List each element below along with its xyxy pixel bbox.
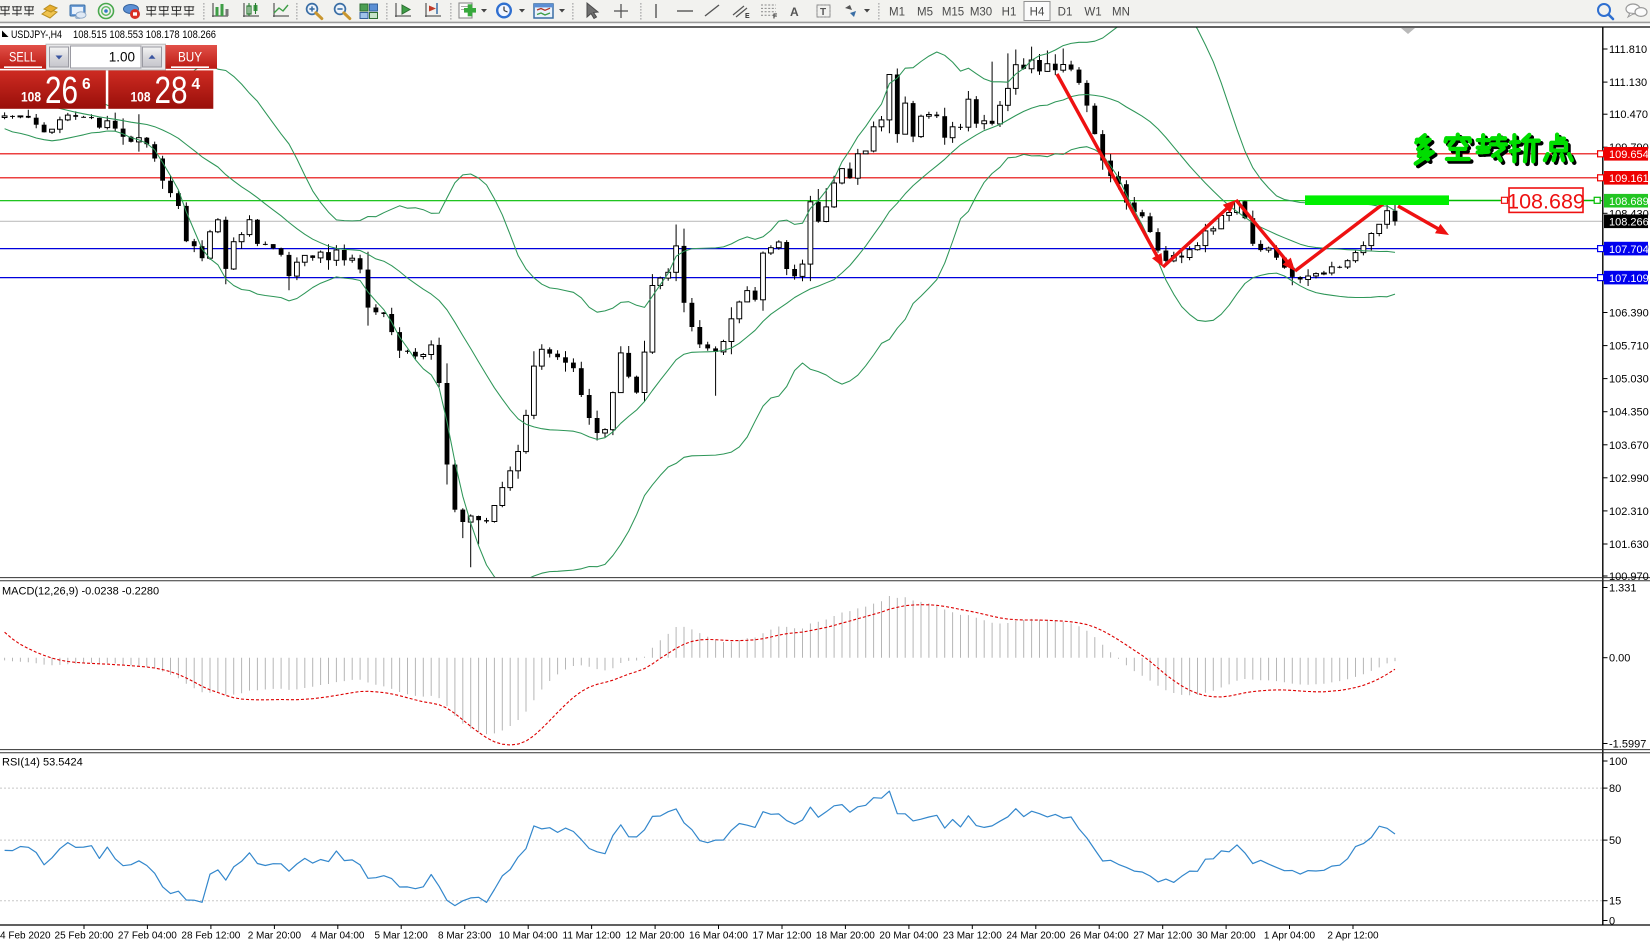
svg-text:27 Feb 04:00: 27 Feb 04:00 xyxy=(118,931,177,942)
svg-text:4 Mar 04:00: 4 Mar 04:00 xyxy=(311,931,365,942)
svg-text:M1: M1 xyxy=(889,6,905,18)
svg-text:M5: M5 xyxy=(917,6,933,18)
svg-text:1 Apr 04:00: 1 Apr 04:00 xyxy=(1264,931,1316,942)
svg-text:106.390: 106.390 xyxy=(1609,308,1649,320)
svg-text:E: E xyxy=(745,13,750,20)
svg-text:2 Mar 20:00: 2 Mar 20:00 xyxy=(248,931,302,942)
svg-text:23 Mar 12:00: 23 Mar 12:00 xyxy=(943,931,1002,942)
svg-text:H1: H1 xyxy=(1002,6,1017,18)
svg-text:103.670: 103.670 xyxy=(1609,440,1649,452)
svg-text:F: F xyxy=(773,14,778,21)
svg-text:RSI(14) 53.5424: RSI(14) 53.5424 xyxy=(2,757,83,769)
svg-text:SELL: SELL xyxy=(9,49,36,65)
svg-text:108.266: 108.266 xyxy=(1609,217,1649,229)
svg-text:MACD(12,26,9) -0.0238 -0.2280: MACD(12,26,9) -0.0238 -0.2280 xyxy=(2,586,159,598)
svg-text:105.710: 105.710 xyxy=(1609,341,1649,353)
svg-text:15: 15 xyxy=(1609,896,1621,908)
svg-text:4 Feb 2020: 4 Feb 2020 xyxy=(0,931,51,942)
svg-text:8 Mar 23:00: 8 Mar 23:00 xyxy=(438,931,492,942)
svg-text:108.689: 108.689 xyxy=(1507,189,1585,213)
svg-text:50: 50 xyxy=(1609,835,1621,847)
svg-text:6: 6 xyxy=(82,76,91,93)
svg-text:17 Mar 12:00: 17 Mar 12:00 xyxy=(753,931,812,942)
svg-text:102.990: 102.990 xyxy=(1609,473,1649,485)
svg-text:28 Feb 12:00: 28 Feb 12:00 xyxy=(181,931,240,942)
svg-text:101.630: 101.630 xyxy=(1609,539,1649,551)
svg-text:111.810: 111.810 xyxy=(1609,44,1647,56)
svg-text:H4: H4 xyxy=(1030,6,1045,18)
svg-text:26: 26 xyxy=(45,70,78,112)
svg-text:111.130: 111.130 xyxy=(1609,77,1647,89)
svg-text:108.689: 108.689 xyxy=(1609,196,1649,208)
svg-text:24 Mar 20:00: 24 Mar 20:00 xyxy=(1006,931,1065,942)
svg-text:T: T xyxy=(820,7,826,18)
svg-text:18 Mar 20:00: 18 Mar 20:00 xyxy=(816,931,875,942)
svg-text:100.970: 100.970 xyxy=(1609,571,1649,583)
svg-text:W1: W1 xyxy=(1084,6,1101,18)
svg-text:1.00: 1.00 xyxy=(109,49,135,64)
svg-text:30 Mar 20:00: 30 Mar 20:00 xyxy=(1197,931,1256,942)
svg-text:26 Mar 04:00: 26 Mar 04:00 xyxy=(1070,931,1129,942)
svg-text:USDJPY-,H4: USDJPY-,H4 xyxy=(11,29,62,41)
svg-text:M30: M30 xyxy=(970,6,992,18)
svg-text:27 Mar 12:00: 27 Mar 12:00 xyxy=(1133,931,1192,942)
svg-text:102.310: 102.310 xyxy=(1609,506,1649,518)
svg-text:10 Mar 04:00: 10 Mar 04:00 xyxy=(499,931,558,942)
svg-text:80: 80 xyxy=(1609,783,1621,795)
svg-text:108.515 108.553 108.178 108.26: 108.515 108.553 108.178 108.266 xyxy=(73,29,216,41)
svg-text:-1.5997: -1.5997 xyxy=(1609,739,1646,751)
svg-text:12 Mar 20:00: 12 Mar 20:00 xyxy=(626,931,685,942)
svg-text:108: 108 xyxy=(21,89,41,105)
svg-text:A: A xyxy=(790,5,799,19)
svg-text:28: 28 xyxy=(155,70,188,112)
svg-text:5 Mar 12:00: 5 Mar 12:00 xyxy=(375,931,429,942)
svg-text:105.030: 105.030 xyxy=(1609,374,1649,386)
svg-text:110.470: 110.470 xyxy=(1609,109,1648,121)
svg-text:4: 4 xyxy=(192,76,201,93)
svg-text:108: 108 xyxy=(131,89,151,105)
svg-text:107.704: 107.704 xyxy=(1609,244,1649,256)
svg-text:MN: MN xyxy=(1112,6,1130,18)
svg-text:2 Apr 12:00: 2 Apr 12:00 xyxy=(1327,931,1379,942)
svg-text:0: 0 xyxy=(1609,916,1615,928)
svg-text:107.109: 107.109 xyxy=(1609,273,1649,285)
svg-text:109.161: 109.161 xyxy=(1609,173,1649,185)
svg-text:0.00: 0.00 xyxy=(1609,653,1630,665)
svg-text:M15: M15 xyxy=(942,6,964,18)
svg-text:BUY: BUY xyxy=(178,49,203,65)
svg-text:20 Mar 04:00: 20 Mar 04:00 xyxy=(879,931,938,942)
svg-text:100: 100 xyxy=(1609,756,1627,768)
svg-text:11 Mar 12:00: 11 Mar 12:00 xyxy=(563,931,622,942)
svg-text:109.654: 109.654 xyxy=(1609,149,1649,161)
svg-text:25 Feb 20:00: 25 Feb 20:00 xyxy=(55,931,114,942)
svg-text:D1: D1 xyxy=(1058,6,1073,18)
svg-text:104.350: 104.350 xyxy=(1609,407,1649,419)
svg-text:1.331: 1.331 xyxy=(1609,583,1637,595)
svg-text:16 Mar 04:00: 16 Mar 04:00 xyxy=(689,931,748,942)
